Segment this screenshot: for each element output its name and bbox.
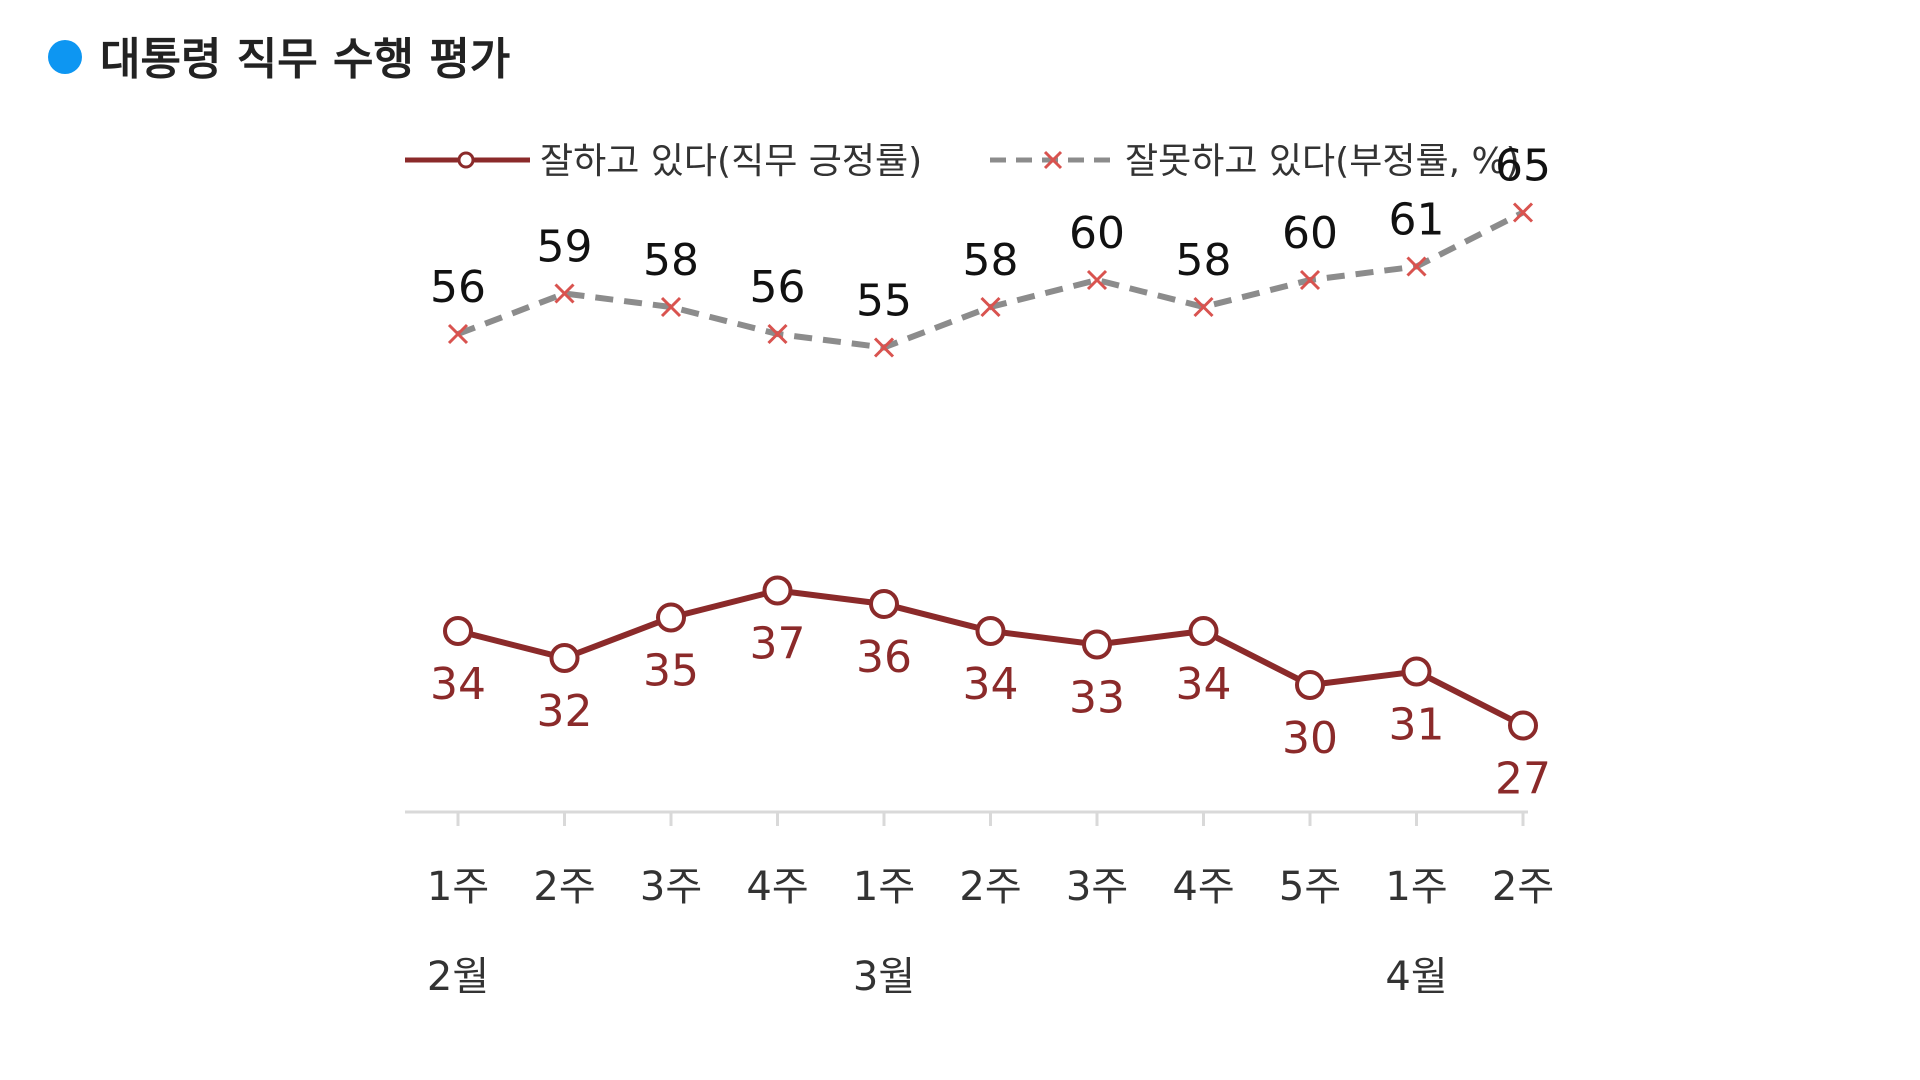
x-tick-label: 1주	[427, 864, 489, 910]
data-label-negative: 56	[430, 262, 486, 313]
data-point-negative	[1406, 256, 1427, 277]
chart-title: 대통령 직무 수행 평가	[100, 34, 510, 85]
x-tick-label: 1주	[853, 864, 915, 910]
x-tick-label: 2주	[1492, 864, 1554, 910]
legend-label-positive: 잘하고 있다(직무 긍정률)	[540, 141, 922, 182]
x-month-label: 3월	[853, 954, 915, 1000]
data-label-positive: 31	[1389, 700, 1445, 751]
data-label-positive: 32	[537, 686, 593, 737]
x-tick-label: 4주	[1172, 864, 1234, 910]
data-label-negative: 60	[1282, 208, 1338, 259]
x-tick-label: 2주	[959, 864, 1021, 910]
data-point-negative	[1086, 269, 1108, 291]
x-month-label: 4월	[1385, 954, 1447, 1000]
data-point-positive	[656, 602, 686, 633]
data-label-negative: 56	[750, 262, 806, 313]
data-label-positive: 37	[750, 619, 806, 670]
data-point-positive	[1508, 710, 1538, 741]
data-point-negative	[767, 323, 788, 345]
data-label-negative: 59	[537, 222, 593, 273]
data-label-negative: 58	[1176, 235, 1232, 286]
x-tick-label: 1주	[1385, 864, 1447, 910]
data-point-positive	[1082, 629, 1112, 660]
x-month-label: 2월	[427, 954, 489, 1000]
data-label-positive: 33	[1069, 673, 1125, 724]
x-tick-label: 3주	[640, 864, 702, 910]
data-label-positive: 34	[1176, 659, 1232, 710]
legend: 잘하고 있다(직무 긍정률) 잘못하고 있다(부정률, %)	[405, 141, 1520, 182]
data-point-negative	[1299, 269, 1321, 291]
data-point-positive	[869, 589, 899, 619]
title-dot-icon	[48, 40, 82, 74]
data-label-negative: 61	[1389, 195, 1445, 246]
data-point-negative	[447, 323, 469, 345]
data-label-negative: 55	[856, 276, 912, 327]
data-label-positive: 34	[963, 659, 1019, 710]
legend-marker-x-icon	[1043, 150, 1063, 170]
x-axis-tick-labels: 1주 2주 3주 4주 1주 2주 3주 4주 5주 1주 2주	[427, 864, 1554, 910]
data-label-positive: 30	[1282, 713, 1338, 764]
data-point-positive	[975, 616, 1006, 646]
data-point-negative	[1512, 202, 1534, 223]
x-axis-ticks	[456, 812, 1525, 826]
data-label-negative: 65	[1495, 141, 1551, 192]
legend-marker-circle-icon	[457, 151, 475, 169]
data-point-negative	[873, 337, 895, 358]
data-label-negative: 58	[963, 235, 1019, 286]
data-point-negative	[1193, 296, 1214, 318]
data-point-positive	[762, 575, 793, 606]
data-point-positive	[549, 643, 580, 673]
data-point-positive	[443, 616, 473, 646]
data-label-negative: 60	[1069, 208, 1125, 259]
legend-label-negative: 잘못하고 있다(부정률, %)	[1125, 141, 1520, 182]
data-point-positive	[1295, 670, 1325, 700]
data-point-negative	[980, 296, 1001, 318]
data-point-positive	[1401, 656, 1432, 687]
data-point-positive	[1188, 616, 1219, 646]
data-label-positive: 27	[1495, 754, 1551, 805]
data-label-positive: 36	[856, 632, 912, 683]
x-tick-label: 5주	[1279, 864, 1341, 910]
data-label-positive: 34	[430, 659, 486, 710]
x-axis-month-labels: 2월 3월 4월	[427, 954, 1448, 1000]
data-point-negative	[554, 283, 575, 304]
series-layer: 56 59 58 56 55 58 60 58 60 61 65 34 32 35 37 36 34 33 34 30…	[430, 141, 1551, 805]
x-tick-label: 4주	[746, 864, 808, 910]
data-point-negative	[660, 296, 682, 318]
data-label-negative: 58	[643, 235, 699, 286]
x-tick-label: 2주	[533, 864, 595, 910]
data-label-positive: 35	[643, 646, 699, 697]
x-tick-label: 3주	[1066, 864, 1128, 910]
